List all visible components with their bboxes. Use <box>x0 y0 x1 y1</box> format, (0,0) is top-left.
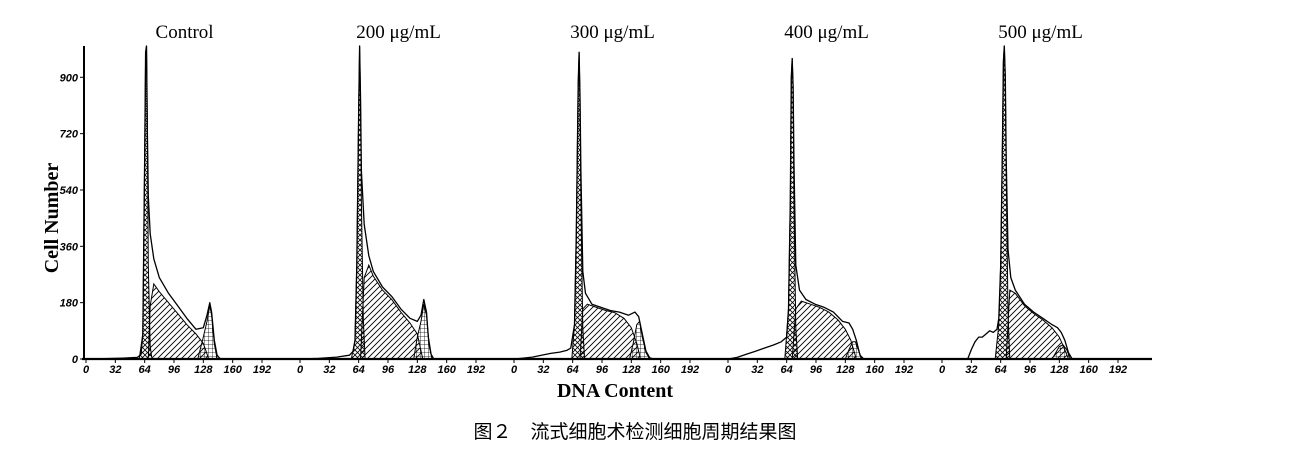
panel-5: 500 μg/mL 0 32 64 96 128 160 192 <box>938 22 1152 376</box>
x-tick-label: 32 <box>537 364 549 376</box>
figure-caption: 图２ 流式细胞术检测细胞周期结果图 <box>473 421 796 443</box>
x-tick-label: 0 <box>725 364 732 376</box>
x-tick-label: 192 <box>895 364 913 376</box>
y-tick-label: 540 <box>60 185 79 197</box>
component-g2 <box>844 341 863 360</box>
x-tick-label: 64 <box>353 364 365 376</box>
y-tick-label: 360 <box>60 241 79 253</box>
x-tick-label: 96 <box>168 364 181 376</box>
x-tick-label: 192 <box>1109 364 1127 376</box>
component-s <box>147 282 210 360</box>
y-tick-label: 720 <box>60 129 79 141</box>
panel-2: 200 μg/mL 0 32 64 96 128 160 192 <box>296 22 510 376</box>
panel-title: 200 μg/mL <box>356 22 441 43</box>
x-tick-label: 128 <box>836 364 855 376</box>
x-tick-label: 96 <box>810 364 823 376</box>
x-tick-label: 96 <box>1024 364 1037 376</box>
panel-4: 400 μg/mL 0 32 64 96 128 160 192 <box>724 22 938 376</box>
component-g2 <box>413 304 433 360</box>
x-tick-label: 0 <box>83 364 90 376</box>
x-tick-label: 64 <box>567 364 579 376</box>
x-tick-label: 160 <box>651 364 670 376</box>
x-tick-label: 192 <box>253 364 271 376</box>
histogram-line <box>299 45 435 360</box>
histogram-line <box>513 51 654 360</box>
x-axis-label: DNA Content <box>557 380 673 402</box>
component-g2 <box>628 320 651 360</box>
panel-title: 300 μg/mL <box>570 22 655 43</box>
histogram-line <box>727 57 865 360</box>
component-s <box>791 300 857 360</box>
x-tick-label: 160 <box>223 364 242 376</box>
panel-title: 500 μg/mL <box>998 22 1083 43</box>
component-s <box>359 263 424 360</box>
x-tick-label: 0 <box>939 364 946 376</box>
x-tick-label: 128 <box>194 364 213 376</box>
panel-title: Control <box>156 22 214 43</box>
x-tick-label: 192 <box>681 364 699 376</box>
x-tick-label: 192 <box>467 364 485 376</box>
x-tick-label: 32 <box>323 364 335 376</box>
x-tick-label: 96 <box>596 364 609 376</box>
y-tick-label: 0 <box>72 354 79 366</box>
component-g2 <box>1051 344 1071 360</box>
histogram-line <box>85 45 224 360</box>
x-tick-label: 64 <box>139 364 151 376</box>
y-axis-label: Cell Number <box>41 163 63 274</box>
panel-3: 300 μg/mL 0 32 64 96 128 160 192 <box>510 22 724 376</box>
x-tick-label: 0 <box>511 364 518 376</box>
x-tick-label: 32 <box>965 364 977 376</box>
x-tick-label: 64 <box>995 364 1007 376</box>
x-tick-label: 128 <box>622 364 641 376</box>
x-tick-label: 0 <box>297 364 304 376</box>
histogram-panels: Control 0 32 64 96 128 160 192 0 180 360 540 720 900 2… <box>60 22 1152 376</box>
panel-1: Control 0 32 64 96 128 160 192 0 180 360 540 720 900 <box>60 22 296 376</box>
x-tick-label: 64 <box>781 364 793 376</box>
x-tick-label: 96 <box>382 364 395 376</box>
y-tick-label: 180 <box>60 298 79 310</box>
x-tick-label: 128 <box>1050 364 1069 376</box>
x-tick-label: 160 <box>865 364 884 376</box>
x-tick-label: 160 <box>437 364 456 376</box>
x-tick-label: 32 <box>751 364 763 376</box>
y-tick-label: 900 <box>60 72 79 84</box>
x-tick-label: 32 <box>109 364 121 376</box>
histogram-line <box>967 45 1073 360</box>
x-tick-label: 160 <box>1079 364 1098 376</box>
x-tick-label: 128 <box>408 364 427 376</box>
panel-title: 400 μg/mL <box>784 22 869 43</box>
